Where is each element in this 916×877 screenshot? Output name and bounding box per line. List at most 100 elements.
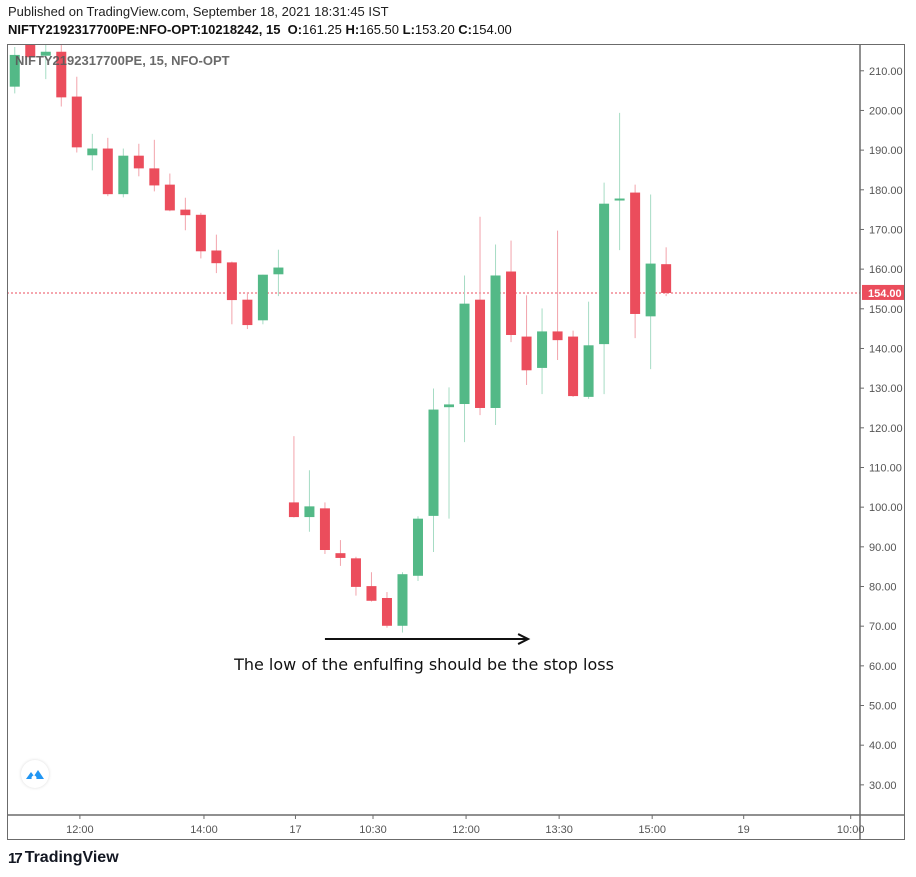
candle-body: [397, 574, 408, 626]
candle-up: [537, 308, 548, 395]
candle-body: [102, 148, 113, 195]
price-tick-label: 30.00: [869, 780, 897, 792]
candle-down: [56, 45, 67, 107]
candle-up: [87, 133, 98, 171]
candle-body: [56, 51, 67, 98]
time-tick-label: 10:00: [837, 824, 865, 836]
candle-body: [288, 502, 299, 518]
price-tick-label: 150.00: [869, 304, 903, 316]
candle-body: [133, 155, 144, 169]
candle-down: [133, 143, 144, 177]
price-tick-label: 210.00: [869, 66, 903, 78]
candle-up: [459, 275, 470, 443]
candle-down: [568, 330, 579, 397]
candle-body: [552, 331, 563, 341]
candle-body: [350, 558, 361, 587]
price-tick-label: 200.00: [869, 105, 903, 117]
candle-body: [71, 96, 82, 148]
time-tick-label: 15:00: [638, 824, 666, 836]
price-tick-label: 160.00: [869, 264, 903, 276]
candle-down: [195, 212, 206, 259]
candle-body: [211, 250, 222, 264]
candle-up: [428, 388, 439, 552]
candle-body: [381, 598, 392, 626]
candle-down: [164, 173, 175, 212]
candle-down: [630, 184, 641, 339]
tradingview-logo-icon: 17: [8, 849, 23, 867]
price-tick-label: 40.00: [869, 740, 897, 752]
candle-body: [412, 518, 423, 576]
candle-down: [381, 592, 392, 628]
candle-body: [599, 203, 610, 345]
time-tick-label: 10:30: [359, 824, 387, 836]
tradingview-watermark-icon[interactable]: [21, 760, 49, 788]
candle-body: [273, 267, 284, 275]
candle-body: [149, 168, 160, 186]
candle-up: [583, 301, 594, 399]
low-label: L:: [402, 22, 415, 37]
low-value: 153.20: [414, 22, 455, 37]
price-tick-label: 110.00: [869, 462, 902, 474]
candle-body: [335, 553, 346, 558]
time-tick-label: 12:00: [452, 824, 480, 836]
candle-body: [9, 54, 20, 87]
candle-up: [257, 274, 268, 325]
candle-body: [25, 45, 36, 58]
candle-up: [118, 148, 129, 198]
candle-body: [490, 275, 501, 408]
candle-body: [459, 303, 470, 405]
footer-brand: TradingView: [24, 849, 119, 866]
candle-body: [645, 263, 656, 317]
candle-body: [521, 336, 532, 371]
time-tick-label: 17: [289, 824, 301, 836]
candle-body: [242, 299, 253, 326]
candle-down: [319, 502, 330, 554]
candle-down: [475, 216, 486, 416]
open-label: O:: [287, 22, 303, 37]
candle-up: [614, 112, 625, 251]
price-tick-label: 120.00: [869, 423, 903, 435]
candle-up: [490, 244, 501, 426]
price-tick-label: 180.00: [869, 185, 903, 197]
symbol-label: NIFTY2192317700PE:NFO-OPT:10218242, 15: [8, 22, 281, 37]
candle-down: [242, 292, 253, 330]
candle-body: [614, 198, 625, 201]
candle-down: [661, 247, 672, 297]
candle-body: [475, 299, 486, 408]
close-label: C:: [458, 22, 473, 37]
candle-down: [180, 197, 191, 231]
candle-body: [583, 345, 594, 397]
price-tick-label: 50.00: [869, 701, 897, 713]
last-price-label: 154.00: [868, 288, 902, 300]
published-caption: Published on TradingView.com, September …: [8, 4, 389, 19]
candle-body: [180, 209, 191, 216]
candle-body: [661, 264, 672, 293]
candle-up: [412, 516, 423, 581]
candle-body: [40, 51, 51, 56]
time-tick-label: 19: [738, 824, 750, 836]
price-tick-label: 90.00: [869, 542, 897, 554]
candle-up: [304, 470, 315, 532]
footer-logo[interactable]: 17 TradingView: [8, 849, 119, 867]
close-value: 154.00: [472, 22, 512, 37]
candle-down: [211, 234, 222, 274]
candle-down: [149, 139, 160, 192]
candle-body: [195, 214, 206, 252]
candle-body: [444, 404, 455, 408]
high-value: 165.50: [359, 22, 399, 37]
time-tick-label: 13:30: [545, 824, 573, 836]
candle-down: [226, 261, 237, 325]
candle-body: [506, 271, 517, 335]
candle-down: [350, 556, 361, 596]
chart-frame: [7, 44, 905, 840]
candle-up: [645, 194, 656, 370]
open-value: 161.25: [302, 22, 342, 37]
candle-body: [164, 184, 175, 211]
price-tick-label: 100.00: [869, 502, 903, 514]
candle-up: [599, 182, 610, 395]
price-tick-label: 130.00: [869, 383, 903, 395]
candle-body: [630, 192, 641, 314]
candle-up: [444, 387, 455, 519]
price-tick-label: 140.00: [869, 343, 903, 355]
